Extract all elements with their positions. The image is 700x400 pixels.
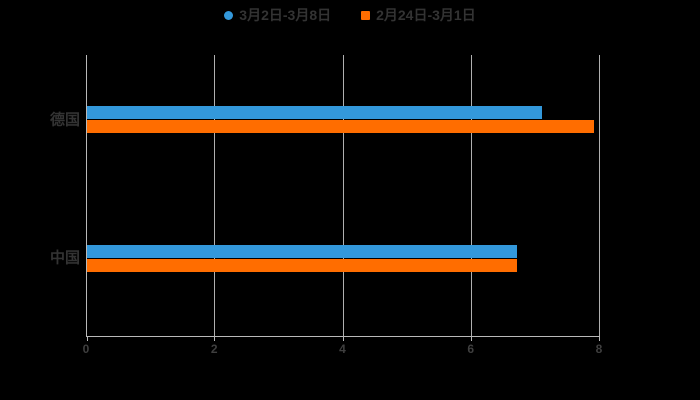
bar-series2-cat2 [87,258,517,272]
x-tick-label-4: 4 [339,342,346,356]
gridline-6 [470,55,472,336]
x-axis-tick-4 [342,336,344,341]
x-axis-tick-8 [599,336,600,341]
x-axis-tick-2 [214,336,216,341]
legend-item-mar2-mar8[interactable]: 3月2日-3月8日 [224,6,331,24]
x-axis-tick-0 [87,336,88,341]
legend-label-mar2-mar8: 3月2日-3月8日 [239,7,332,23]
bar-series1-cat2 [87,244,517,258]
category-label-germany: 德国 [49,111,80,129]
legend-square-marker-icon [361,10,371,20]
bar-series2-cat1 [87,119,594,133]
plot-area [86,55,600,341]
gridline-2 [214,55,216,336]
gridline-4 [342,55,344,336]
category-label-china: 中国 [49,249,80,267]
x-tick-label-8: 8 [595,342,603,356]
x-tick-label-0: 0 [82,342,90,356]
legend-item-feb24-mar1[interactable]: 2月24日-3月1日 [361,6,476,24]
x-tick-label-6: 6 [467,342,475,356]
x-tick-label-2: 2 [210,342,218,356]
gridline-8 [599,55,600,336]
bar-series1-cat1 [87,105,543,119]
x-axis-tick-6 [470,336,472,341]
legend-circle-marker-icon [224,10,234,20]
legend-label-feb24-mar1: 2月24日-3月1日 [376,7,476,23]
legend: 3月2日-3月8日 2月24日-3月1日 [0,6,700,24]
